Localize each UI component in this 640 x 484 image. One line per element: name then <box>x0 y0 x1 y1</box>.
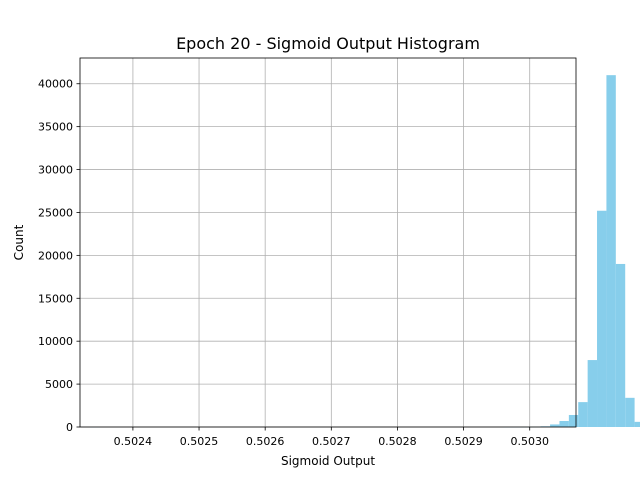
x-tick-label: 0.5027 <box>312 435 351 448</box>
x-axis-label: Sigmoid Output <box>281 454 375 468</box>
histogram-bar <box>559 421 568 427</box>
histogram-bar <box>569 415 578 427</box>
histogram-bar <box>578 402 587 427</box>
histogram-bar <box>588 360 597 427</box>
y-tick-label: 15000 <box>38 292 73 305</box>
y-tick-label: 40000 <box>38 78 73 91</box>
histogram-bar <box>625 398 634 427</box>
y-tick-label: 10000 <box>38 335 73 348</box>
x-tick-label: 0.5028 <box>378 435 417 448</box>
histogram-bar <box>635 422 640 427</box>
y-tick-label: 0 <box>66 421 73 434</box>
y-tick-label: 25000 <box>38 206 73 219</box>
x-tick-label: 0.5030 <box>510 435 549 448</box>
x-tick-label: 0.5026 <box>246 435 285 448</box>
x-tick-label: 0.5024 <box>114 435 153 448</box>
x-tick-label: 0.5025 <box>180 435 219 448</box>
y-tick-label: 20000 <box>38 249 73 262</box>
y-tick-label: 35000 <box>38 121 73 134</box>
histogram-bar <box>597 211 606 427</box>
y-tick-label: 5000 <box>45 378 73 391</box>
histogram-bar <box>616 264 625 427</box>
histogram-bar <box>606 75 615 427</box>
chart-title: Epoch 20 - Sigmoid Output Histogram <box>176 34 480 53</box>
x-tick-label: 0.5029 <box>444 435 483 448</box>
y-axis-label: Count <box>12 224 26 260</box>
y-tick-label: 30000 <box>38 164 73 177</box>
